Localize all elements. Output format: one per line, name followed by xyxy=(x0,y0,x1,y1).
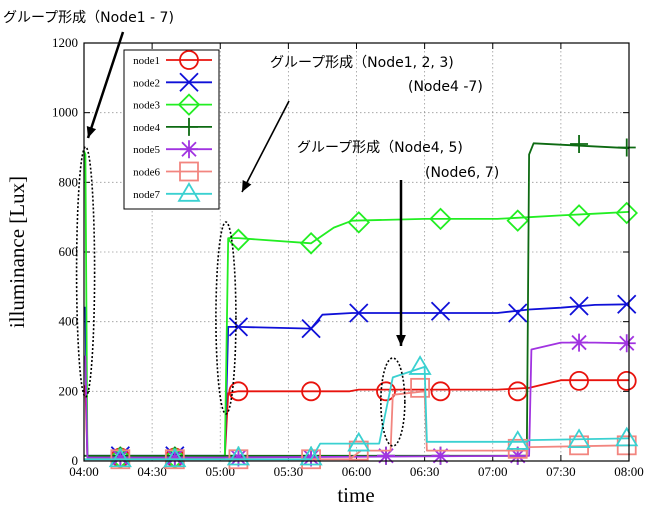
data-point-node5 xyxy=(570,333,589,352)
data-point-node3 xyxy=(429,207,452,231)
series-node7 xyxy=(84,355,639,468)
x-tick-label: 06:30 xyxy=(410,464,440,479)
annotation-1: グループ形成（Node1 - 7) xyxy=(3,10,174,26)
highlight-ellipse xyxy=(380,357,406,447)
data-point-node3 xyxy=(567,204,591,227)
data-point-node2 xyxy=(228,317,249,337)
x-axis-title: time xyxy=(337,483,374,506)
y-tick-label: 200 xyxy=(59,383,79,398)
legend-label-node3: node3 xyxy=(133,100,160,112)
x-tick-label: 04:30 xyxy=(137,464,167,479)
legend-label-node1: node1 xyxy=(133,55,160,67)
data-point-node7 xyxy=(163,447,187,468)
annotation-arrows xyxy=(86,31,406,346)
legend-marker-node6 xyxy=(179,161,199,182)
legend-label-node2: node2 xyxy=(133,77,160,89)
data-point-node7 xyxy=(567,428,591,449)
data-point-node2 xyxy=(349,303,369,323)
legend-marker-node4 xyxy=(180,117,198,136)
x-tick-label: 06:00 xyxy=(342,464,372,479)
data-point-node2 xyxy=(301,318,321,339)
data-point-node7 xyxy=(506,430,530,450)
legend-label-node5: node5 xyxy=(133,144,160,156)
x-axis-ticks: 04:00 04:30 05:00 05:30 06:00 06:30 07:00 07:30… xyxy=(69,43,644,479)
data-point-node5 xyxy=(302,448,321,467)
data-point-node2 xyxy=(508,303,528,323)
data-point-node2 xyxy=(617,294,637,314)
data-point-node1 xyxy=(430,381,451,402)
y-tick-label: 400 xyxy=(59,314,79,329)
legend-marker-node1 xyxy=(179,50,199,70)
x-tick-label: 08:00 xyxy=(614,464,644,479)
highlight-ellipse xyxy=(215,221,237,415)
arrow-head xyxy=(396,335,406,346)
plot-frame xyxy=(83,42,630,462)
data-point-node7 xyxy=(108,447,132,468)
data-point-node4 xyxy=(617,138,636,157)
data-point-node1 xyxy=(301,381,321,402)
legend-marker-node5 xyxy=(180,140,198,159)
data-point-node5 xyxy=(377,446,396,465)
data-point-node7 xyxy=(299,445,323,466)
data-point-node4 xyxy=(570,135,589,154)
data-point-node5 xyxy=(617,334,636,353)
arrow-shaft xyxy=(241,100,290,193)
y-tick-label: 800 xyxy=(59,174,79,189)
legend: node1 node2 node3 node4 node5 node6 node7 xyxy=(123,49,220,210)
y-axis-title: illuminance [Lux] xyxy=(5,176,29,328)
group-formation-highlights xyxy=(75,146,406,447)
data-point-node7 xyxy=(226,445,250,466)
annotation-5: (Node6, 7) xyxy=(425,165,499,181)
data-point-node1 xyxy=(569,370,589,391)
legend-label-node4: node4 xyxy=(133,122,160,134)
x-tick-label: 04:00 xyxy=(69,464,99,479)
legend-label-node6: node6 xyxy=(133,167,160,179)
data-point-node7 xyxy=(615,426,639,447)
x-tick-label: 05:30 xyxy=(274,464,304,479)
grid-lines xyxy=(84,43,629,461)
highlight-ellipse xyxy=(75,146,96,398)
data-point-node5 xyxy=(165,448,184,467)
data-point-node6 xyxy=(410,377,430,398)
data-point-node5 xyxy=(111,448,130,467)
arrow-head xyxy=(242,180,252,192)
data-point-node1 xyxy=(616,370,637,391)
data-point-node5 xyxy=(229,448,248,467)
x-tick-label: 05:00 xyxy=(205,464,235,479)
series-node5 xyxy=(84,333,636,467)
data-point-node3 xyxy=(347,211,371,234)
data-point-node1 xyxy=(228,381,249,402)
data-point-node7 xyxy=(408,355,432,375)
annotation-2: グループ形成（Node1, 2, 3) xyxy=(270,55,454,71)
y-tick-label: 0 xyxy=(72,453,79,468)
annotation-4: グループ形成（Node4, 5) xyxy=(297,140,463,156)
data-point-node2 xyxy=(430,301,451,321)
x-tick-label: 07:00 xyxy=(478,464,508,479)
y-tick-label: 1200 xyxy=(52,35,78,50)
legend-marker-node7 xyxy=(177,182,201,202)
annotation-3: (Node4 -7) xyxy=(408,79,483,95)
arrow-shaft xyxy=(86,31,125,139)
legend-box xyxy=(123,49,220,210)
arrow-head xyxy=(86,126,97,138)
y-tick-label: 600 xyxy=(59,244,79,259)
data-point-node3 xyxy=(615,201,639,225)
data-point-node1 xyxy=(376,381,396,402)
data-point-node2 xyxy=(569,296,589,316)
series-group xyxy=(83,135,639,470)
data-point-node7 xyxy=(347,431,371,452)
data-point-node3 xyxy=(299,232,323,255)
legend-marker-node3 xyxy=(177,93,201,116)
data-point-node5 xyxy=(431,446,450,465)
legend-label-node7: node7 xyxy=(133,189,160,201)
legend-marker-node2 xyxy=(179,72,199,92)
data-point-node3 xyxy=(506,209,530,232)
y-tick-label: 1000 xyxy=(52,105,78,120)
data-point-node5 xyxy=(508,446,527,465)
x-tick-label: 07:30 xyxy=(546,464,576,479)
